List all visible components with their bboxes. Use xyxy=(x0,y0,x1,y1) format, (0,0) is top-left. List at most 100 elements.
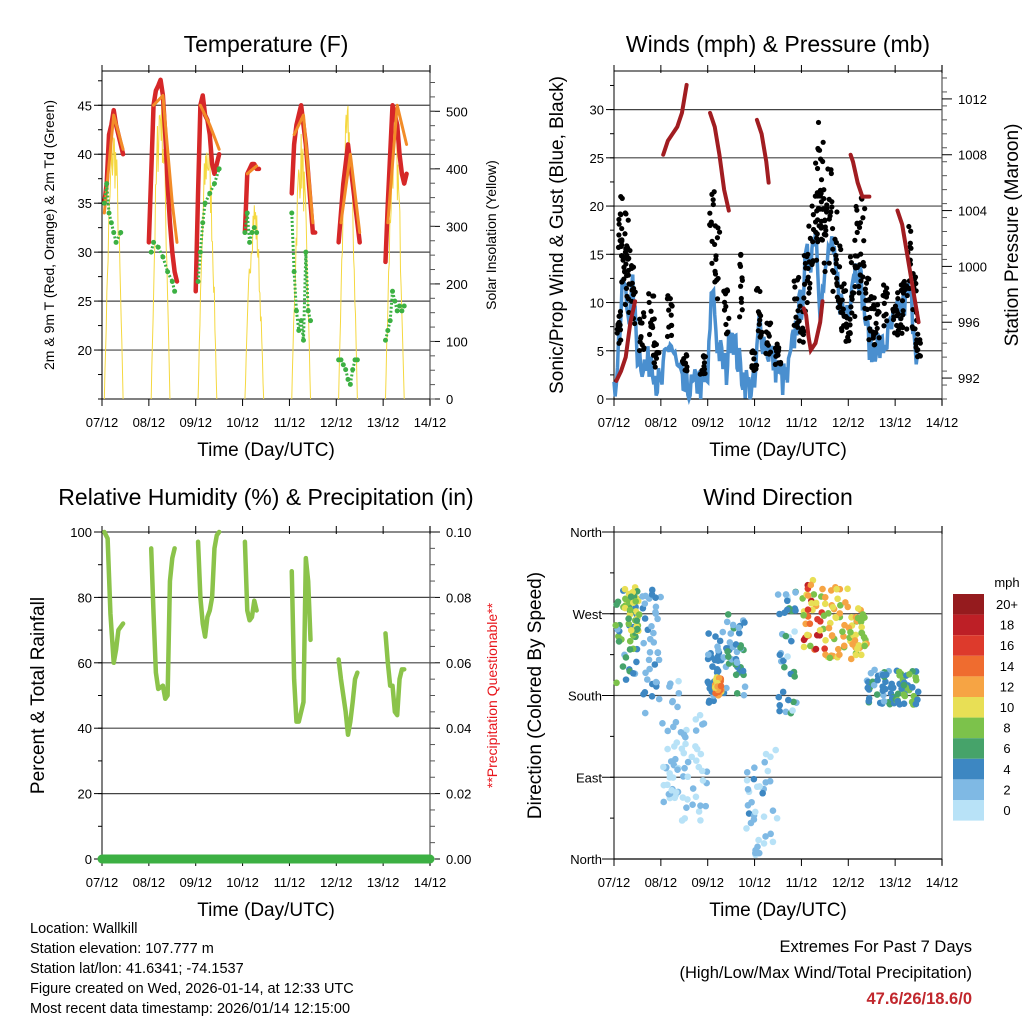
direction-point xyxy=(806,620,814,628)
gust-point xyxy=(834,275,840,281)
colorbar-label: 16 xyxy=(1000,638,1014,653)
gust-point xyxy=(646,299,652,306)
x-tick-label: 11/12 xyxy=(786,415,818,430)
x-tick-label: 09/12 xyxy=(691,875,724,890)
gust-point xyxy=(637,316,643,322)
direction-point xyxy=(743,825,750,832)
direction-point xyxy=(912,676,920,684)
elevation-text: Station elevation: 107.777 m xyxy=(30,941,214,957)
direction-point xyxy=(625,620,633,628)
chart-humidity: Relative Humidity (%) & Precipitation (i… xyxy=(28,484,500,921)
gust-point xyxy=(614,326,620,332)
gust-point xyxy=(795,324,801,330)
gust-point xyxy=(917,340,923,346)
gust-point xyxy=(868,293,874,300)
gust-point xyxy=(913,341,919,347)
dewpoint-point xyxy=(254,230,260,236)
gust-point xyxy=(626,309,632,316)
direction-point xyxy=(825,624,833,632)
direction-point xyxy=(655,695,663,703)
gust-point xyxy=(842,288,849,294)
direction-point xyxy=(699,721,706,728)
y-right-tick-label: 0.00 xyxy=(446,852,471,867)
gust-point xyxy=(616,232,622,238)
direction-point xyxy=(648,623,655,630)
gust-point xyxy=(623,285,630,292)
direction-point xyxy=(745,810,753,817)
gust-point xyxy=(651,316,657,322)
y-tick-label: 40 xyxy=(78,721,92,736)
y-right-tick-label: 992 xyxy=(958,371,980,386)
direction-point xyxy=(650,629,657,637)
gust-point xyxy=(901,278,908,285)
gust-point xyxy=(822,268,828,275)
y-tick-label: 15 xyxy=(590,247,604,262)
gust-point xyxy=(837,243,843,249)
direction-point xyxy=(613,601,620,608)
gust-point xyxy=(876,309,882,315)
direction-point xyxy=(635,611,643,618)
direction-point xyxy=(733,690,741,697)
y-tick-label: 5 xyxy=(597,344,604,359)
dewpoint-segment xyxy=(386,320,392,331)
y-tick-label: South xyxy=(568,689,602,704)
direction-point xyxy=(800,636,808,644)
gust-point xyxy=(797,338,803,344)
direction-point xyxy=(641,709,649,717)
gust-point xyxy=(864,306,870,312)
gust-point xyxy=(624,273,630,279)
gust-point xyxy=(822,218,828,224)
y-tick-label: 0 xyxy=(597,392,604,407)
x-tick-label: 09/12 xyxy=(691,415,724,430)
direction-point xyxy=(689,785,697,792)
gust-point xyxy=(614,330,620,336)
direction-point xyxy=(660,763,667,771)
dewpoint-segment xyxy=(400,305,406,312)
direction-point xyxy=(751,764,758,771)
gust-point xyxy=(844,315,850,321)
gust-point xyxy=(908,245,914,251)
gust-point xyxy=(822,224,828,230)
gust-point xyxy=(807,235,813,241)
dewpoint-segment xyxy=(384,330,390,341)
gust-point xyxy=(639,320,645,326)
gust-point xyxy=(616,313,622,319)
direction-point xyxy=(775,693,783,701)
gust-point xyxy=(684,353,690,359)
gust-point xyxy=(834,294,840,300)
gust-point xyxy=(866,337,872,343)
direction-point xyxy=(622,676,630,683)
gust-point xyxy=(915,347,921,353)
gust-point xyxy=(737,314,743,320)
y-right-axis-label: Station Pressure (Maroon) xyxy=(1002,124,1023,347)
direction-point xyxy=(740,691,748,699)
x-tick-label: 11/12 xyxy=(786,875,818,890)
gust-point xyxy=(830,267,836,274)
solar-insolation-line xyxy=(291,134,312,400)
direction-point xyxy=(761,758,769,766)
gust-point xyxy=(852,313,858,319)
gust-point xyxy=(839,297,845,303)
gust-point xyxy=(847,254,854,260)
direction-point xyxy=(785,696,792,704)
gust-point xyxy=(841,281,847,287)
direction-point xyxy=(826,619,834,627)
gust-point xyxy=(863,290,869,296)
gust-point xyxy=(895,311,901,317)
gust-point xyxy=(833,256,839,263)
gust-point xyxy=(802,260,809,267)
direction-point xyxy=(627,593,635,600)
dewpoint-segment xyxy=(161,256,170,273)
gust-point xyxy=(757,317,763,323)
direction-point xyxy=(894,697,902,705)
direction-point xyxy=(769,838,777,846)
gust-point xyxy=(792,284,798,290)
direction-point xyxy=(871,666,878,674)
direction-point xyxy=(854,605,862,612)
x-tick-label: 12/12 xyxy=(832,415,865,430)
direction-point xyxy=(626,646,634,653)
y-right-tick-label: 500 xyxy=(446,104,468,119)
gust-point xyxy=(806,223,812,229)
gust-point xyxy=(904,292,910,299)
y-tick-label: 25 xyxy=(78,294,92,309)
